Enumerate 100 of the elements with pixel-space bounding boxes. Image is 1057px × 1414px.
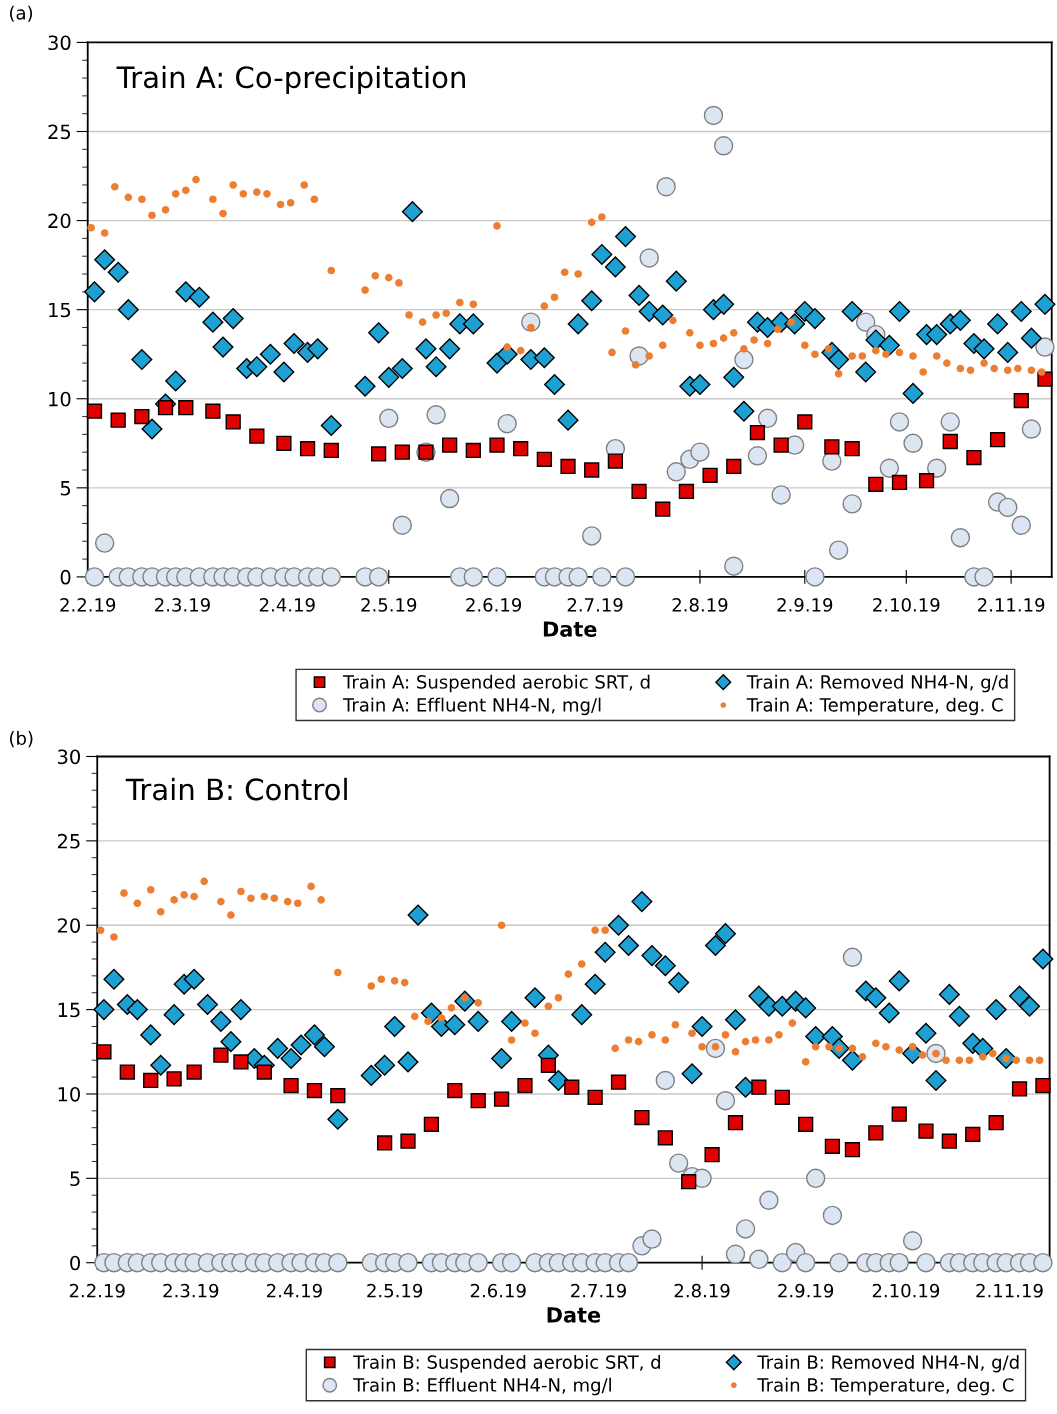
point [536,451,552,467]
text: Train A: Co-precipitation [116,65,465,94]
x-axis-title: Date [543,621,597,637]
legend-label: Train B: Suspended aerobic SRT, d [353,1354,660,1373]
point [166,1071,182,1087]
x-tick-label: 2.10.19 [873,598,940,612]
text: Train B: Control [125,777,347,801]
x-tick-label: 2.3.19 [155,598,210,612]
point [205,403,221,419]
point [918,473,935,489]
point [678,483,695,500]
point [1035,1077,1051,1094]
x-tick-label: 2.2.19 [60,598,116,612]
point [283,1077,299,1094]
point [157,400,174,416]
point [517,1077,533,1094]
x-tick-label: 2.8.19 [674,1283,730,1298]
legend-label: Train A: Temperature, deg. C [746,697,1003,716]
text: (a) [10,5,33,22]
x-axis-title: Date [547,1307,601,1323]
legend-label: Train A: Effluent NH4-N, mg/l [342,697,601,716]
x-tick-label: 2.5.19 [361,598,417,612]
x-tick-label: 2.4.19 [267,1283,322,1298]
point [966,449,982,466]
point [773,437,789,453]
point [965,1126,981,1143]
y-tick-label: 15 [49,302,71,318]
point [918,1123,934,1139]
point [96,1044,112,1060]
point [824,439,840,455]
point [447,1082,463,1099]
point [584,462,600,478]
point [942,433,958,450]
point [560,458,576,475]
point [143,1072,159,1089]
y-tick-label: 5 [70,1171,80,1186]
y-tick-label: 15 [58,1002,80,1018]
point [749,424,766,441]
x-tick-label: 2.8.19 [672,598,728,612]
y-tick-label: 10 [58,1086,80,1102]
point [824,1138,841,1154]
point [631,483,647,500]
point [797,414,813,430]
point [941,1133,957,1149]
point [727,1115,744,1131]
point [225,414,241,430]
point [213,1047,229,1063]
point [178,400,194,416]
point [276,435,292,451]
point [868,1125,884,1141]
y-tick-label: 30 [58,749,80,765]
x-tick-label: 2.6.19 [470,1283,526,1298]
legend-label: Train A: Suspended aerobic SRT, d [342,674,650,693]
point [442,437,458,453]
point [657,1130,673,1146]
x-tick-label: 2.7.19 [571,1283,626,1298]
point [774,1089,790,1105]
legend-label: Train B: Removed NH4-N, g/d [757,1354,1019,1373]
y-tick-label: 10 [49,391,71,407]
legend-label: Train B: Effluent NH4-N, mg/l [353,1377,611,1396]
point [798,1116,814,1132]
point [610,1074,627,1090]
x-tick-label: 2.10.19 [872,1283,940,1298]
point [376,1135,393,1151]
point [891,1106,907,1122]
y-tick-label: 20 [57,918,80,933]
point [513,440,529,457]
point [110,412,126,428]
y-tick-label: 0 [70,1255,80,1271]
y-tick-label: 25 [57,833,80,849]
x-tick-label: 2.11.19 [976,1283,1043,1298]
point [299,440,316,457]
point [751,1079,767,1095]
point [370,446,387,462]
x-tick-label: 2.2.19 [69,1283,125,1298]
point [134,408,150,425]
point [868,476,884,492]
y-tick-label: 25 [48,124,71,140]
point [400,1133,416,1149]
x-tick-label: 2.9.19 [778,1283,834,1298]
point [704,1147,720,1163]
x-tick-label: 2.3.19 [163,1283,219,1298]
point [186,1064,202,1080]
point [256,1064,272,1080]
point [540,1057,557,1073]
legend-label: Train B: Temperature, deg. C [757,1377,1014,1396]
x-tick-label: 2.5.19 [367,1283,423,1298]
point [726,458,742,475]
text: (b) [10,731,33,748]
point [119,1064,135,1080]
point [394,444,410,460]
legend-label: Train A: Removed NH4-N, g/d [746,674,1008,693]
x-tick-label: 2.9.19 [777,598,833,612]
point [306,1082,323,1099]
y-tick-label: 30 [48,35,71,51]
point [423,1116,440,1132]
point [844,440,860,457]
x-tick-label: 2.4.19 [259,598,315,612]
x-tick-label: 2.11.19 [977,598,1045,612]
point [634,1109,650,1126]
